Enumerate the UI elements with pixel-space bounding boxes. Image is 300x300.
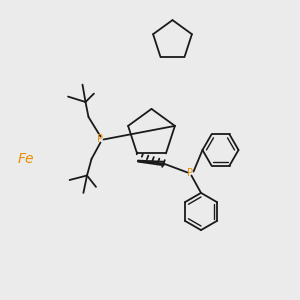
Text: P: P: [98, 134, 103, 145]
Text: P: P: [188, 167, 194, 178]
Text: Fe: Fe: [17, 152, 34, 166]
